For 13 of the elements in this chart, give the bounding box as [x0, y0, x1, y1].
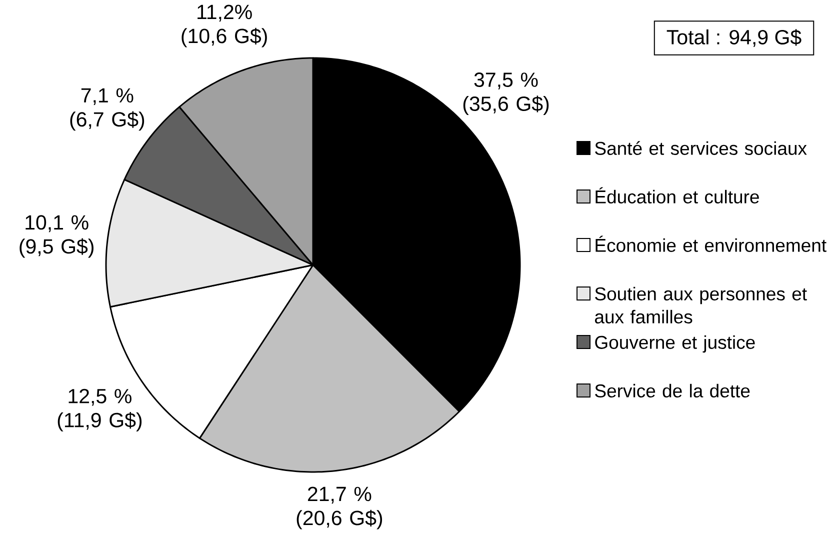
data-label: 21,7 % (20,6 G$): [296, 486, 382, 530]
data-label: 10,1 % (9,5 G$): [20, 215, 94, 258]
legend-label: Éducation et culture: [596, 187, 759, 204]
data-label: 37,5 % (35,6 G$): [463, 72, 549, 116]
legend-label: Économie et environnement: [596, 236, 826, 252]
data-label: 12,5 % (11,9 G$): [58, 388, 142, 432]
data-label: 11,2% (10,6 G$): [182, 4, 267, 48]
legend-label: Service de la dette: [595, 384, 750, 398]
legend-label: Soutien aux personnes et aux familles: [594, 286, 807, 324]
legend-label: Santé et services sociaux: [595, 141, 807, 155]
legend-label: Gouverne et justice: [595, 335, 755, 353]
text: Total : 94,9 G$: [666, 29, 802, 47]
data-label: 7,1 % (6,7 G$): [70, 88, 144, 131]
